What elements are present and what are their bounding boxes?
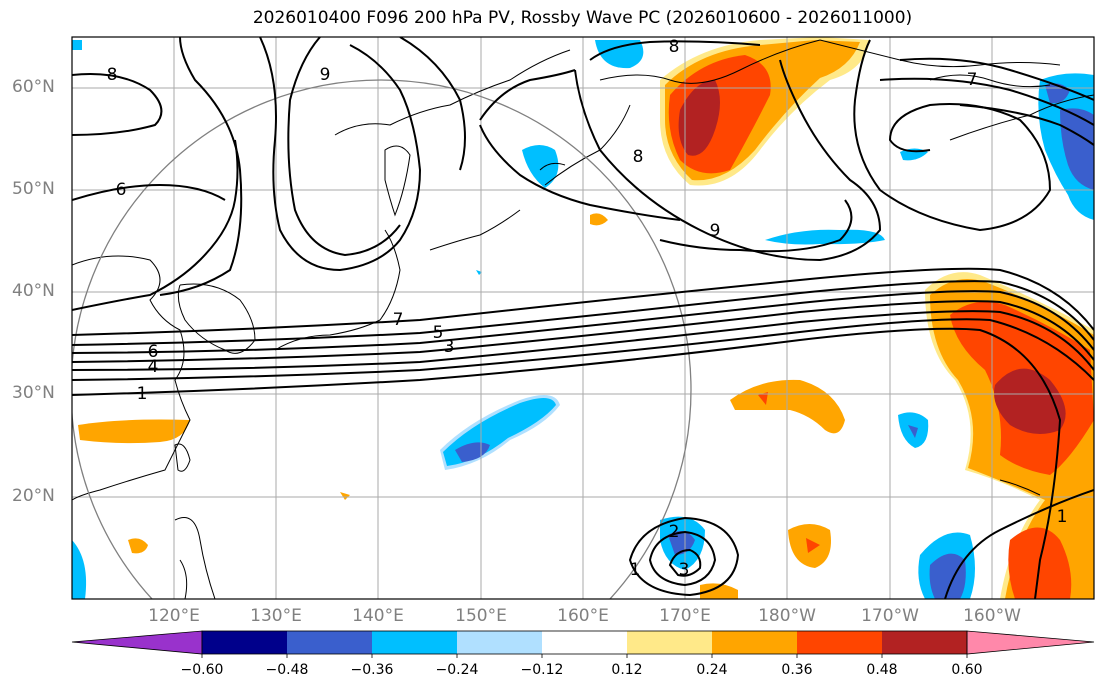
contour-label: 1 — [630, 560, 641, 580]
lon-label: 150°E — [455, 606, 507, 626]
contour-labels: 8 9 6 8 7 8 9 7 6 5 3 4 1 2 3 1 1 — [107, 37, 1068, 580]
lat-label: 30°N — [12, 383, 55, 403]
map-title: 2026010400 F096 200 hPa PV, Rossby Wave … — [252, 8, 913, 28]
contour-label: 6 — [116, 180, 127, 200]
lon-label: 130°E — [250, 606, 302, 626]
colorbar-tick-label: −0.24 — [435, 662, 479, 678]
map-gridlines — [72, 37, 1094, 599]
pv-anomaly-shading — [72, 37, 1094, 599]
map-frame — [71, 36, 1095, 600]
contour-label: 8 — [633, 147, 644, 167]
colorbar-segment — [797, 631, 882, 654]
contour-label: 3 — [679, 560, 690, 580]
colorbar-tick-label: −0.48 — [265, 662, 309, 678]
negative-anomaly-2 — [595, 40, 644, 69]
colorbar-tick-label: 0.24 — [696, 662, 728, 678]
colorbar-min-extend — [71, 630, 203, 655]
colorbar-segment — [627, 631, 712, 654]
lon-label: 170°E — [659, 606, 711, 626]
lon-label: 170°W — [861, 606, 919, 626]
contour-label: 5 — [433, 323, 444, 343]
lon-label: 160°E — [557, 606, 609, 626]
colorbar-max-extend — [966, 630, 1095, 655]
colorbar-segment — [882, 631, 967, 654]
negative-anomaly-3 — [765, 229, 885, 245]
contour-label: 4 — [148, 357, 159, 377]
contour-label: 2 — [669, 522, 680, 542]
colorbar-tick-label: −0.60 — [180, 662, 224, 678]
lon-label: 120°E — [148, 606, 200, 626]
colorbar-tick-label: 0.12 — [611, 662, 643, 678]
contour-label: 9 — [320, 65, 331, 85]
coastlines — [72, 39, 1094, 599]
pv-contours — [72, 37, 1094, 599]
contour-label: 8 — [669, 37, 680, 57]
colorbar-tick-label: 0.60 — [951, 662, 983, 678]
reference-circle — [72, 79, 692, 599]
colorbar-segment — [287, 631, 372, 654]
colorbar-segment — [202, 631, 287, 654]
contour-label: 1 — [137, 384, 148, 404]
colorbar-tick-label: −0.12 — [520, 662, 564, 678]
contour-label: 1 — [1057, 507, 1068, 527]
colorbar-segment — [712, 631, 797, 654]
contour-label: 6 — [148, 342, 159, 362]
colorbar-segment — [457, 631, 542, 654]
lat-label: 60°N — [12, 77, 55, 97]
colorbar-tick-label: −0.36 — [350, 662, 394, 678]
positive-anomaly-west — [78, 419, 190, 444]
positive-anomaly-east-core — [994, 368, 1066, 434]
positive-anomaly-north-core — [678, 80, 720, 156]
colorbar-segment — [372, 631, 457, 654]
contour-label: 7 — [967, 70, 978, 90]
contour-label: 7 — [393, 310, 404, 330]
contour-label: 9 — [710, 221, 721, 241]
lat-label: 20°N — [12, 486, 55, 506]
colorbar-tick-label: 0.48 — [866, 662, 898, 678]
lon-label: 140°E — [352, 606, 404, 626]
colorbar — [71, 630, 1095, 658]
colorbar-tick-label: 0.36 — [781, 662, 813, 678]
lat-label: 40°N — [12, 281, 55, 301]
lon-label: 160°W — [963, 606, 1021, 626]
contour-label: 3 — [444, 337, 455, 357]
contour-label: 8 — [107, 65, 118, 85]
lon-label: 180°W — [758, 606, 816, 626]
lat-label: 50°N — [12, 179, 55, 199]
colorbar-segment — [542, 631, 627, 654]
